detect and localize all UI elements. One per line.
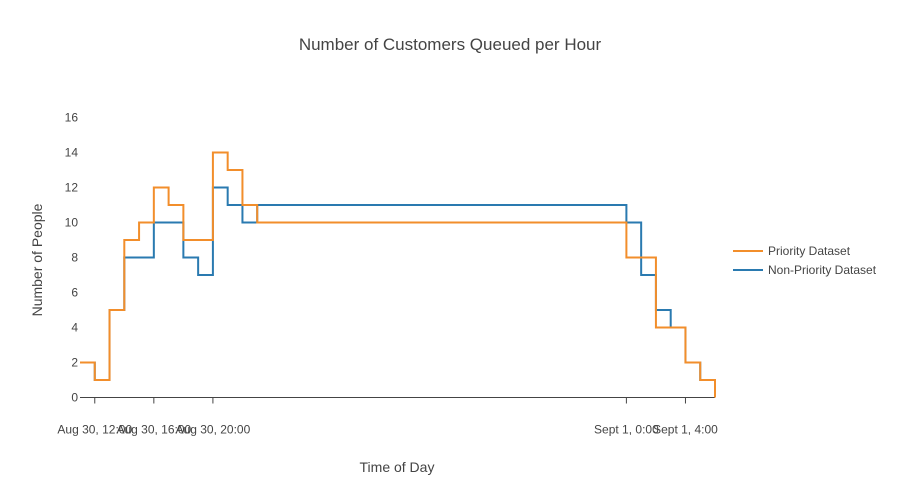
legend: Priority Dataset Non-Priority Dataset <box>733 244 877 277</box>
y-tick-label: 4 <box>71 321 78 335</box>
chart-title: Number of Customers Queued per Hour <box>299 35 602 54</box>
series-line-priority-dataset <box>80 151 716 398</box>
x-tick-label: Sept 1, 0:00 <box>594 423 659 437</box>
y-tick-label: 0 <box>71 391 78 405</box>
y-tick-label: 14 <box>65 146 79 160</box>
y-tick-label: 12 <box>65 181 79 195</box>
legend-label: Non-Priority Dataset <box>768 263 877 277</box>
y-tick-label: 16 <box>65 111 79 125</box>
y-tick-label: 6 <box>71 286 78 300</box>
series-layer <box>80 151 716 398</box>
x-tick-label: Aug 30, 12:00 <box>57 423 132 437</box>
series-line-non-priority-dataset <box>80 186 716 398</box>
x-tick-label: Aug 30, 20:00 <box>176 423 251 437</box>
y-tick-label: 2 <box>71 356 78 370</box>
y-axis-title: Number of People <box>29 203 45 316</box>
y-tick-label: 10 <box>65 216 79 230</box>
x-tick-label: Aug 30, 16:00 <box>116 423 191 437</box>
x-tick-label: Sept 1, 4:00 <box>653 423 718 437</box>
legend-label: Priority Dataset <box>768 244 851 258</box>
x-axis-title: Time of Day <box>360 459 435 475</box>
y-axis-ticks: 0 2 4 6 8 10 12 14 16 <box>65 111 79 405</box>
y-tick-label: 8 <box>71 251 78 265</box>
